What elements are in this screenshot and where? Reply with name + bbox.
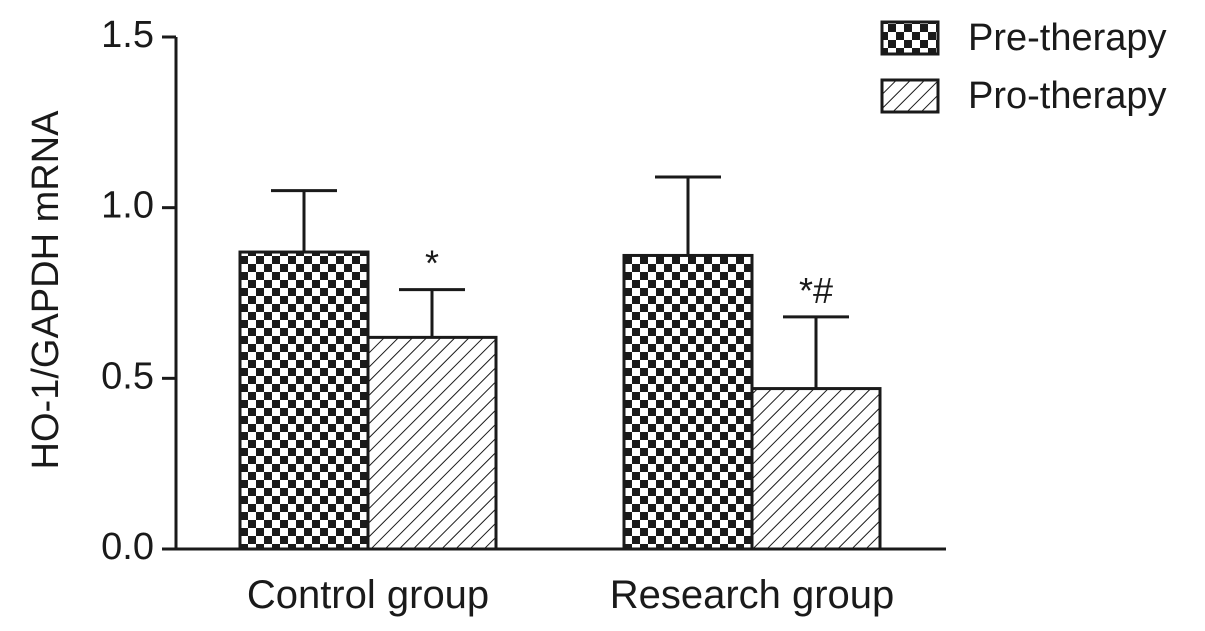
y-axis-ticks: 0.0 0.5 1.0 1.5 bbox=[101, 14, 176, 568]
y-axis-label: HO-1/GAPDH mRNA bbox=[25, 110, 67, 470]
bar-control-group-pro-therapy bbox=[366, 335, 498, 551]
legend-label-pre-therapy: Pre-therapy bbox=[968, 17, 1167, 59]
significance-label-control-group-pro-therapy: * bbox=[425, 243, 439, 284]
legend-swatch-pro-therapy bbox=[880, 78, 940, 114]
bar-research-group-pre-therapy bbox=[622, 253, 754, 551]
bar-control-group-pre-therapy bbox=[238, 250, 370, 551]
legend-swatch-pre-therapy bbox=[880, 20, 940, 56]
category-label: Control group bbox=[247, 573, 489, 617]
y-tick-label: 1.0 bbox=[101, 185, 154, 227]
significance-label-research-group-pro-therapy: *# bbox=[799, 270, 833, 311]
bars: * *# bbox=[238, 175, 882, 551]
legend: Pre-therapy Pro-therapy bbox=[880, 17, 1167, 117]
bar-research-group-pro-therapy bbox=[750, 387, 882, 551]
y-tick-label: 1.5 bbox=[101, 14, 154, 56]
legend-label-pro-therapy: Pro-therapy bbox=[968, 75, 1167, 117]
category-label: Research group bbox=[610, 573, 895, 617]
y-tick-label: 0.5 bbox=[101, 355, 154, 397]
x-axis-categories: Control group Research group bbox=[247, 573, 894, 617]
y-tick-label: 0.0 bbox=[101, 526, 154, 568]
